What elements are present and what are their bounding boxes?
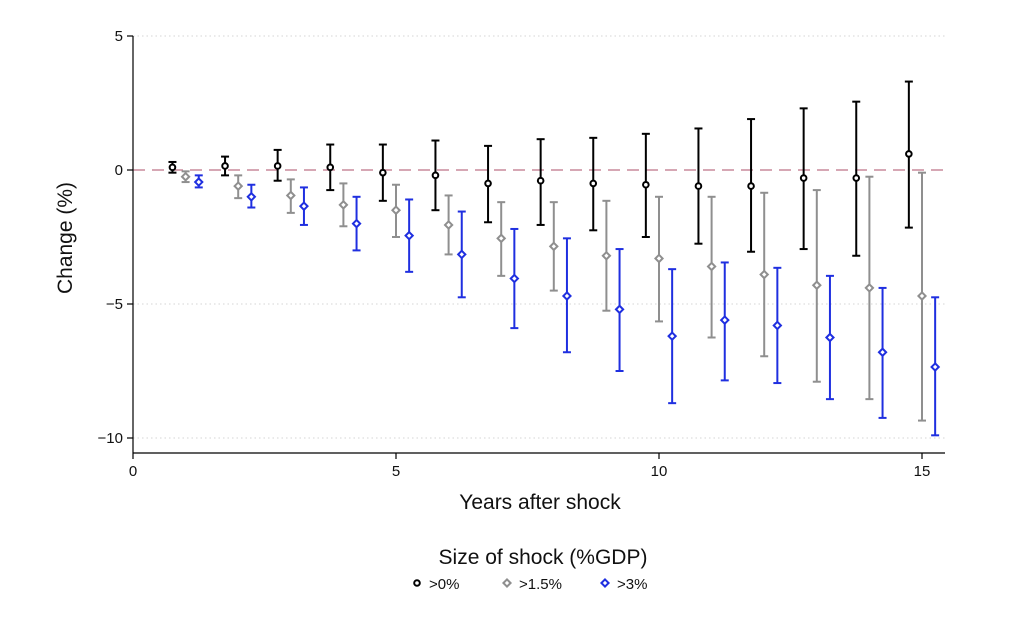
data-point [326, 163, 335, 172]
legend-entry-label: >1.5% [519, 576, 562, 593]
data-point [536, 176, 545, 185]
data-point [379, 168, 387, 177]
legend-marker [413, 579, 421, 587]
data-point [273, 162, 282, 170]
legend-items: >0% >1.5% >3% [413, 576, 647, 593]
data-point [642, 180, 650, 189]
legend-entry-label: >0% [429, 576, 459, 593]
axes-layer: 5 0 −5 −10 0 5 10 15 [98, 28, 945, 480]
grid-layer [133, 35, 945, 439]
data-point [589, 179, 598, 188]
data-point [193, 177, 204, 188]
data-point [759, 269, 770, 280]
data-point [877, 347, 888, 358]
data-point [404, 230, 415, 241]
y-tick-label: 5 [115, 28, 123, 45]
x-tick-label: 15 [914, 463, 931, 480]
series-1 [168, 80, 913, 257]
legend-marker [599, 577, 611, 589]
data-point [694, 182, 703, 190]
data-point [246, 191, 257, 202]
data-point [351, 218, 362, 229]
data-point [443, 219, 454, 230]
legend-title: Size of shock (%GDP) [439, 546, 648, 569]
data-point [221, 162, 229, 170]
data-point [548, 241, 559, 252]
data-point [431, 171, 440, 180]
data-point [601, 250, 612, 261]
data-point [719, 315, 730, 326]
data-point [233, 181, 244, 192]
data-point [285, 190, 296, 201]
y-tick-label: −5 [106, 296, 123, 313]
data-point [799, 174, 808, 182]
data-point [484, 179, 492, 188]
legend-marker [501, 577, 513, 589]
y-tick-label: 0 [115, 162, 123, 179]
data-point [653, 253, 665, 264]
x-tick-label: 10 [651, 463, 668, 480]
y-axis-label: Change (%) [54, 182, 77, 294]
data-point [168, 163, 177, 172]
data-point [772, 320, 783, 331]
data-point [338, 199, 349, 210]
x-tick-label: 0 [129, 463, 137, 480]
data-point [864, 282, 875, 293]
data-point [667, 331, 678, 342]
series-3 [193, 174, 941, 437]
data-point [390, 205, 402, 216]
legend: Size of shock (%GDP) >0% >1.5% >3% [413, 546, 648, 593]
data-point [852, 174, 861, 182]
data-point [298, 201, 309, 212]
data-point [706, 261, 717, 272]
data-point [747, 182, 755, 190]
legend-entry-label: >3% [617, 576, 647, 593]
data-point [456, 249, 467, 260]
y-tick-label: −10 [98, 430, 123, 447]
data-point [509, 273, 520, 284]
series-2 [180, 170, 928, 422]
data-point [905, 150, 913, 158]
data-point [180, 171, 191, 182]
data-point [930, 361, 941, 372]
data-point [614, 304, 625, 315]
data-point [811, 280, 822, 291]
data-layer [168, 80, 941, 437]
data-point [824, 332, 835, 343]
x-axis-label: Years after shock [459, 491, 621, 514]
data-point [496, 233, 507, 244]
x-tick-label: 5 [392, 463, 400, 480]
data-point [561, 290, 572, 301]
data-point [916, 290, 928, 301]
